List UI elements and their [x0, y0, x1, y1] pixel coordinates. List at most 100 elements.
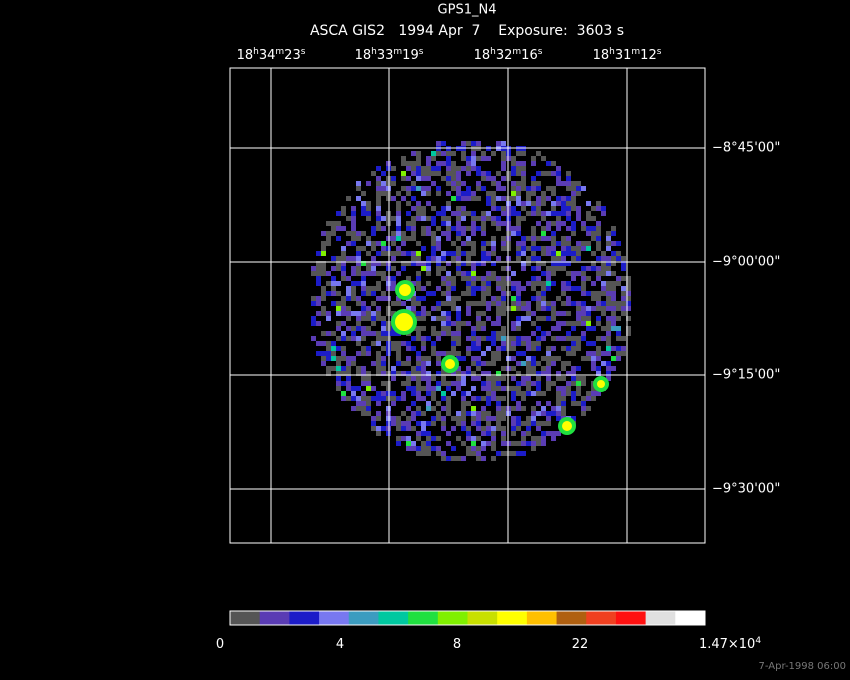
pixel	[431, 326, 436, 331]
colorbar-segment	[319, 611, 350, 625]
pixel	[541, 261, 546, 266]
label-part: 31	[615, 48, 632, 63]
pixel	[511, 226, 516, 231]
pixel	[416, 396, 421, 401]
pixel	[596, 241, 601, 246]
pixel	[586, 201, 591, 206]
pixel	[421, 451, 426, 456]
pixel	[471, 421, 476, 426]
pixel	[511, 296, 516, 301]
pixel	[341, 266, 346, 271]
pixel	[426, 376, 431, 381]
pixel	[511, 181, 516, 186]
pixel	[351, 396, 356, 401]
pixel	[356, 256, 361, 261]
pixel	[521, 351, 526, 356]
pixel	[576, 186, 581, 191]
pixel	[521, 396, 526, 401]
pixel	[311, 271, 316, 276]
pixel	[536, 341, 541, 346]
pixel	[611, 281, 616, 286]
pixel	[341, 276, 346, 281]
pixel	[421, 426, 426, 431]
pixel	[376, 361, 381, 366]
pixel	[501, 411, 506, 416]
pixel	[431, 166, 436, 171]
pixel	[401, 396, 406, 401]
pixel	[456, 166, 461, 171]
pixel	[471, 361, 476, 366]
pixel	[471, 281, 476, 286]
pixel	[426, 361, 431, 366]
pixel	[466, 236, 471, 241]
pixel	[336, 266, 341, 271]
pixel	[356, 396, 361, 401]
pixel	[551, 241, 556, 246]
pixel	[551, 411, 556, 416]
pixel	[526, 211, 531, 216]
pixel	[481, 211, 486, 216]
pixel	[336, 226, 341, 231]
pixel	[361, 366, 366, 371]
pixel	[421, 376, 426, 381]
pixel	[446, 261, 451, 266]
pixel	[416, 421, 421, 426]
pixel	[621, 266, 626, 271]
pixel	[356, 341, 361, 346]
pixel	[501, 236, 506, 241]
pixel	[356, 351, 361, 356]
pixel	[421, 211, 426, 216]
pixel	[606, 231, 611, 236]
pixel	[471, 196, 476, 201]
pixel	[566, 321, 571, 326]
pixel	[426, 261, 431, 266]
pixel	[391, 166, 396, 171]
pixel	[451, 446, 456, 451]
pixel	[491, 296, 496, 301]
pixel	[621, 301, 626, 306]
pixel	[501, 366, 506, 371]
pixel	[436, 151, 441, 156]
pixel	[476, 316, 481, 321]
pixel	[531, 156, 536, 161]
pixel	[596, 366, 601, 371]
pixel	[326, 341, 331, 346]
pixel	[361, 246, 366, 251]
pixel	[566, 391, 571, 396]
pixel	[466, 401, 471, 406]
colorbar-segment	[230, 611, 261, 625]
pixel	[421, 231, 426, 236]
pixel	[551, 161, 556, 166]
pixel	[596, 306, 601, 311]
pixel	[431, 331, 436, 336]
pixel	[451, 426, 456, 431]
pixel	[576, 311, 581, 316]
superscript: h	[371, 47, 377, 57]
pixel	[496, 141, 501, 146]
pixel	[391, 266, 396, 271]
pixel	[536, 386, 541, 391]
pixel	[546, 171, 551, 176]
colorbar-segment	[437, 611, 468, 625]
pixel	[626, 281, 631, 286]
pixel	[321, 291, 326, 296]
pixel	[511, 161, 516, 166]
pixel	[611, 346, 616, 351]
pixel	[441, 311, 446, 316]
pixel	[576, 246, 581, 251]
pixel	[561, 281, 566, 286]
pixel	[351, 211, 356, 216]
pixel	[406, 446, 411, 451]
pixel	[591, 386, 596, 391]
pixel	[611, 251, 616, 256]
pixel	[526, 426, 531, 431]
pixel	[391, 376, 396, 381]
pixel	[406, 221, 411, 226]
pixel	[356, 281, 361, 286]
pixel	[376, 166, 381, 171]
pixel	[441, 426, 446, 431]
pixel	[536, 296, 541, 301]
pixel	[571, 186, 576, 191]
pixel	[391, 276, 396, 281]
pixel	[366, 266, 371, 271]
